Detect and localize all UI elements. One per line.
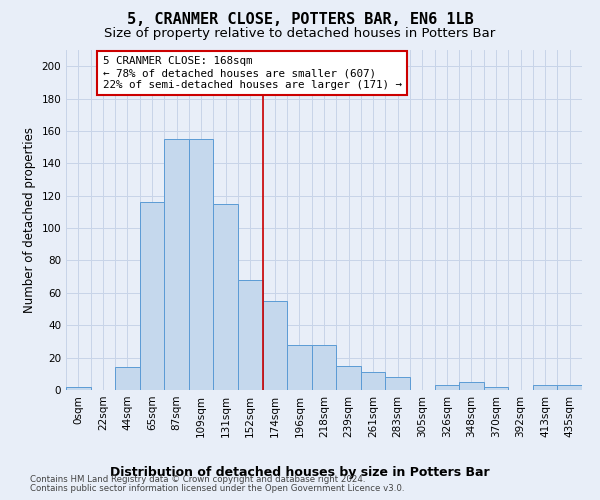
Bar [214, 204, 238, 390]
Text: Contains HM Land Registry data © Crown copyright and database right 2024.: Contains HM Land Registry data © Crown c… [30, 475, 365, 484]
Bar [385, 377, 410, 390]
Bar [336, 366, 361, 390]
Bar [238, 280, 263, 390]
Text: Size of property relative to detached houses in Potters Bar: Size of property relative to detached ho… [104, 27, 496, 40]
Bar [115, 368, 140, 390]
Bar [312, 344, 336, 390]
Bar [140, 202, 164, 390]
Bar [533, 385, 557, 390]
Bar [189, 139, 214, 390]
Text: Distribution of detached houses by size in Potters Bar: Distribution of detached houses by size … [110, 466, 490, 479]
Bar [66, 387, 91, 390]
Bar [263, 301, 287, 390]
Bar [287, 344, 312, 390]
Bar [557, 385, 582, 390]
Text: 5, CRANMER CLOSE, POTTERS BAR, EN6 1LB: 5, CRANMER CLOSE, POTTERS BAR, EN6 1LB [127, 12, 473, 27]
Text: 5 CRANMER CLOSE: 168sqm
← 78% of detached houses are smaller (607)
22% of semi-d: 5 CRANMER CLOSE: 168sqm ← 78% of detache… [103, 56, 402, 90]
Y-axis label: Number of detached properties: Number of detached properties [23, 127, 36, 313]
Text: Contains public sector information licensed under the Open Government Licence v3: Contains public sector information licen… [30, 484, 404, 493]
Bar [164, 139, 189, 390]
Bar [484, 387, 508, 390]
Bar [434, 385, 459, 390]
Bar [361, 372, 385, 390]
Bar [459, 382, 484, 390]
